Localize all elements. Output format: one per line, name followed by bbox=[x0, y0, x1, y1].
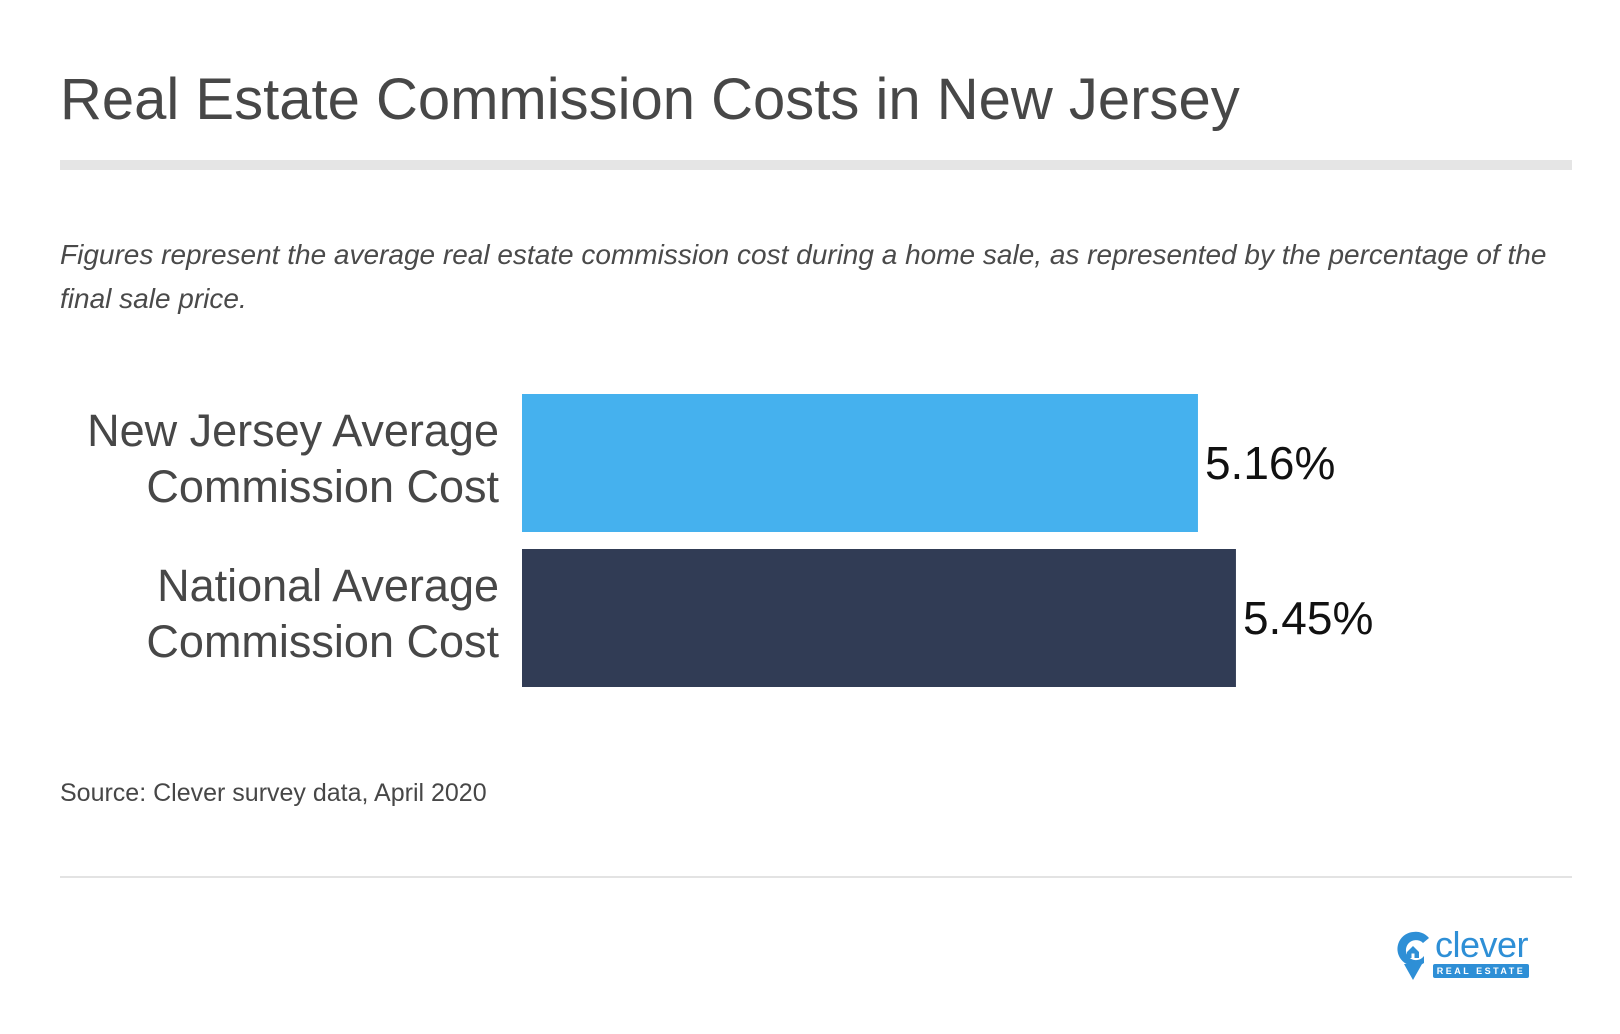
bar-1 bbox=[522, 394, 1198, 532]
logo-wordmark: clever bbox=[1435, 924, 1529, 965]
title-divider bbox=[60, 160, 1572, 170]
logo-tagline: REAL ESTATE bbox=[1433, 964, 1529, 978]
category-label-line: Commission Cost bbox=[146, 616, 499, 667]
chart-title: Real Estate Commission Costs in New Jers… bbox=[60, 67, 1240, 132]
category-label-line: New Jersey Average bbox=[87, 405, 499, 456]
category-label-line: National Average bbox=[157, 560, 499, 611]
value-label-2: 5.45% bbox=[1243, 592, 1373, 644]
chart-subtitle: Figures represent the average real estat… bbox=[60, 239, 1547, 314]
bar-2 bbox=[522, 549, 1236, 687]
category-label-1: New Jersey Average Commission Cost bbox=[87, 405, 499, 512]
house-pin-icon bbox=[1397, 931, 1429, 980]
category-label-2: National Average Commission Cost bbox=[146, 560, 499, 667]
category-label-line: Commission Cost bbox=[146, 461, 499, 512]
value-label-1: 5.16% bbox=[1205, 437, 1335, 489]
source-note: Source: Clever survey data, April 2020 bbox=[60, 779, 487, 807]
footer-divider bbox=[60, 876, 1572, 878]
clever-logo: clever REAL ESTATE bbox=[1393, 924, 1545, 984]
